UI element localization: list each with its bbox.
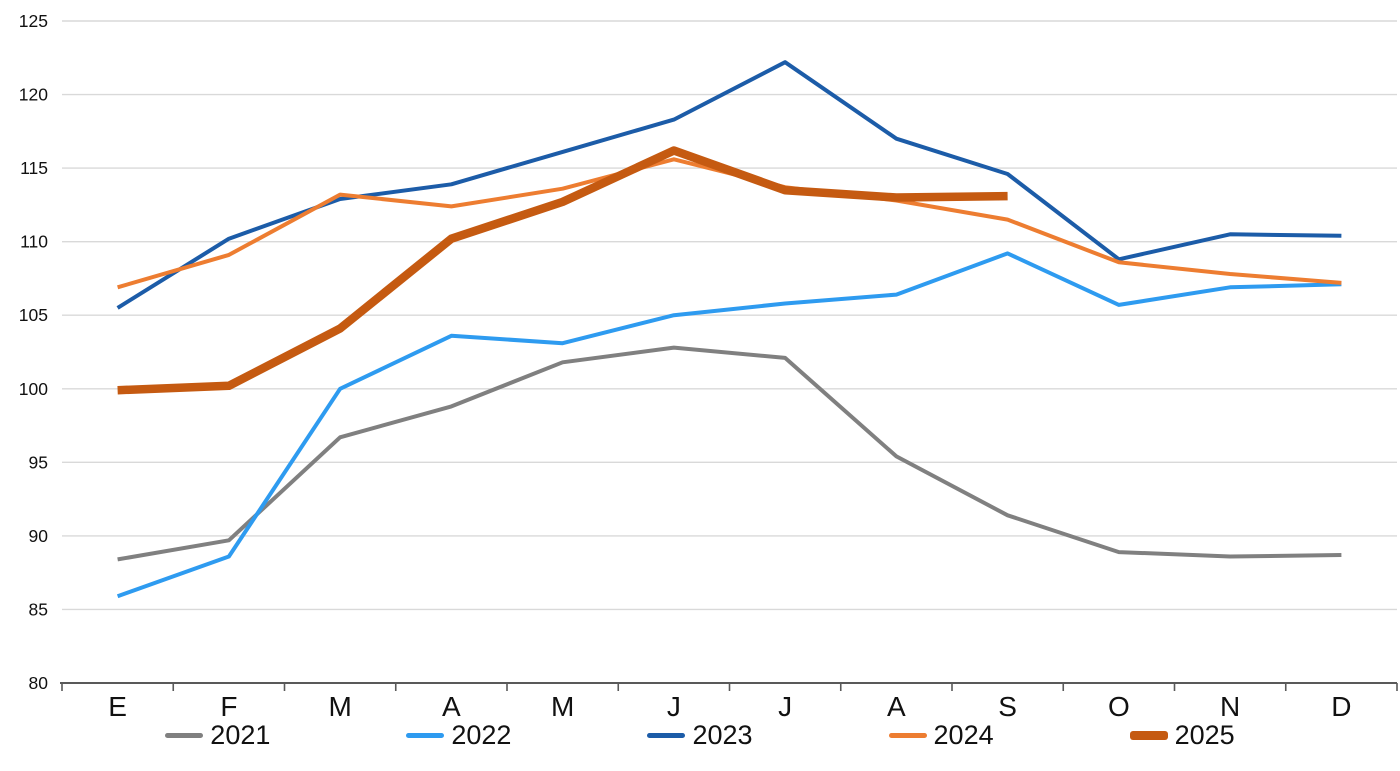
x-axis-month-label: F xyxy=(220,691,237,722)
y-axis-tick-label: 95 xyxy=(29,452,48,472)
y-axis-tick-label: 90 xyxy=(29,526,49,546)
y-axis-tick-label: 85 xyxy=(29,599,48,619)
legend-label-2022: 2022 xyxy=(451,720,512,750)
x-axis-month-label: A xyxy=(442,691,461,722)
legend-label-2024: 2024 xyxy=(933,720,994,750)
x-axis-month-label: A xyxy=(887,691,906,722)
x-axis-month-label: D xyxy=(1331,691,1351,722)
legend-label-2021: 2021 xyxy=(210,720,271,750)
series-line-2025[interactable] xyxy=(117,146,1008,395)
x-axis-month-label: J xyxy=(778,691,792,722)
legend-item-2024[interactable]: 2024 xyxy=(888,720,994,750)
legend-item-2023[interactable]: 2023 xyxy=(647,720,753,750)
x-axis-month-label: J xyxy=(667,691,681,722)
legend-label-2023: 2023 xyxy=(692,720,753,750)
x-axis-month-label: N xyxy=(1220,691,1240,722)
y-axis-tick-label: 100 xyxy=(19,379,48,399)
chart-legend: 2021 2022 2023 2024 2025 xyxy=(0,722,1400,749)
legend-item-2022[interactable]: 2022 xyxy=(406,722,511,749)
series-line-2023[interactable] xyxy=(116,60,1342,310)
legend-item-2025[interactable]: 2025 xyxy=(1129,720,1235,750)
legend-label-2025: 2025 xyxy=(1174,720,1235,750)
y-axis-tick-label: 105 xyxy=(19,305,48,325)
legend-item-2021[interactable]: 2021 xyxy=(165,722,270,749)
x-axis-month-label: E xyxy=(108,691,127,722)
y-axis-tick-label: 125 xyxy=(19,11,48,31)
x-axis-month-label: M xyxy=(328,691,351,722)
legend-swatch-2023 xyxy=(647,733,686,738)
legend-swatch-2022 xyxy=(406,733,445,738)
y-axis-tick-label: 115 xyxy=(20,158,48,178)
series-line-2021[interactable] xyxy=(117,345,1342,562)
series-line-2024[interactable] xyxy=(117,157,1342,290)
x-axis-month-label: O xyxy=(1108,691,1130,722)
series-line-2022[interactable] xyxy=(116,251,1342,599)
y-axis-tick-label: 80 xyxy=(29,673,49,693)
legend-swatch-2021 xyxy=(165,733,204,738)
legend-swatch-2025 xyxy=(1129,731,1168,740)
x-axis-month-label: S xyxy=(998,691,1017,722)
legend-swatch-2024 xyxy=(888,733,927,738)
y-axis-tick-label: 120 xyxy=(19,85,48,105)
y-axis-tick-label: 110 xyxy=(20,232,48,252)
x-axis-month-label: M xyxy=(551,691,574,722)
